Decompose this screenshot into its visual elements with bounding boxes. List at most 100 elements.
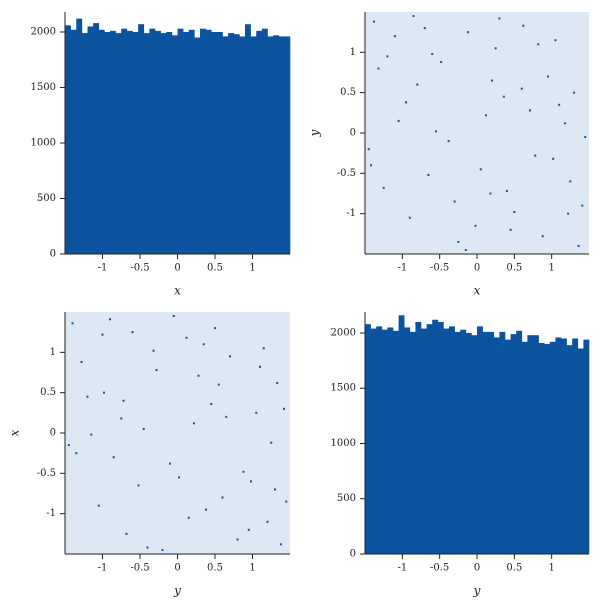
point (367, 148, 370, 151)
point (283, 407, 285, 410)
bar (222, 36, 229, 254)
point (369, 164, 372, 167)
point (280, 543, 282, 546)
point (502, 95, 505, 98)
bar (284, 36, 291, 254)
point (276, 381, 279, 384)
point (393, 35, 396, 38)
point (155, 369, 158, 372)
point (569, 180, 572, 183)
bar (516, 330, 523, 554)
bar (561, 338, 567, 554)
x-axis-label: x (174, 284, 181, 298)
point (505, 190, 508, 193)
bar (376, 326, 383, 554)
bar (398, 315, 405, 554)
bar (155, 30, 161, 255)
bar (521, 341, 528, 554)
bar (205, 29, 212, 254)
bar (216, 31, 223, 254)
bar (200, 28, 206, 254)
point (109, 318, 111, 321)
bar (381, 329, 388, 554)
point (522, 24, 525, 27)
x-axis-label: y (473, 584, 481, 598)
point (210, 402, 213, 405)
bar (465, 332, 472, 554)
x-tick-label: 1 (548, 563, 554, 574)
y-tick-label: 0 (350, 128, 356, 139)
point (541, 235, 544, 238)
point (259, 365, 261, 368)
bar (544, 344, 551, 554)
bar (477, 326, 483, 554)
y-tick-label: 2000 (331, 327, 356, 338)
bar (267, 36, 274, 254)
point (221, 496, 224, 499)
y-tick-label: 1500 (331, 383, 356, 394)
point (142, 427, 145, 430)
y-tick-label: 500 (337, 493, 356, 504)
point (584, 136, 587, 139)
point (67, 444, 70, 447)
point (581, 204, 584, 207)
bar (87, 26, 94, 254)
bar (273, 35, 280, 255)
point (474, 224, 477, 227)
bar (149, 28, 156, 254)
point (423, 27, 426, 30)
bar (76, 18, 83, 254)
point (427, 173, 430, 176)
bar (443, 328, 450, 554)
point (431, 52, 434, 55)
bar (261, 28, 268, 254)
y-tick-label: 1 (50, 347, 56, 358)
bar (577, 348, 584, 554)
bar (228, 33, 235, 255)
point (187, 516, 190, 519)
x-axis-label: y (173, 584, 181, 598)
x-tick-label: 1 (548, 263, 554, 274)
x-tick-label: -1 (98, 563, 108, 574)
point (464, 248, 467, 251)
bar (233, 34, 240, 254)
point (567, 212, 570, 215)
point (242, 470, 245, 473)
point (262, 347, 265, 350)
bar (409, 331, 416, 554)
point (513, 211, 516, 214)
y-tick-label: 1500 (31, 82, 56, 93)
point (90, 433, 93, 436)
point (225, 415, 228, 418)
y-tick-label: -1 (46, 508, 56, 519)
bar (404, 327, 411, 554)
point (75, 452, 78, 455)
bar (393, 330, 399, 554)
point (494, 47, 497, 50)
bar (121, 28, 128, 254)
point (440, 61, 443, 64)
point (80, 361, 83, 364)
point (372, 20, 375, 23)
y-tick-label: 0.5 (340, 87, 356, 98)
bar (115, 33, 122, 255)
point (457, 240, 460, 243)
bar (454, 331, 461, 554)
bar (143, 33, 150, 255)
bar (81, 33, 88, 255)
x-tick-label: 1 (249, 263, 255, 274)
point (178, 476, 180, 479)
point (255, 411, 258, 414)
y-axis-label: x (8, 429, 22, 436)
point (377, 67, 380, 70)
bar (572, 338, 579, 554)
bar (65, 25, 71, 254)
point (250, 480, 252, 483)
point (453, 200, 456, 203)
point (397, 119, 400, 122)
bar (177, 28, 184, 254)
point (546, 75, 549, 78)
point (479, 168, 482, 171)
point (490, 79, 493, 82)
